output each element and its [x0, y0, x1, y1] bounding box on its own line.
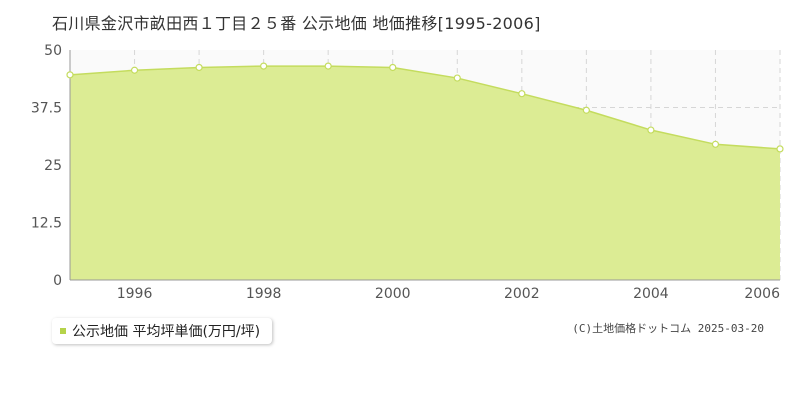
copyright-text: (C)土地価格ドットコム 2025-03-20 — [572, 322, 764, 335]
legend-label: 公示地価 平均坪単価(万円/坪) — [72, 324, 261, 340]
data-point-1995 — [66, 71, 74, 79]
x-tick-label-2: 2000 — [375, 286, 411, 302]
data-point-2005 — [711, 140, 720, 148]
y-tick-labels: 0 12.5 25 37.5 50 — [31, 43, 62, 289]
data-point-2004 — [647, 126, 655, 134]
y-tick-label-4: 50 — [44, 43, 62, 59]
series-area — [70, 66, 780, 280]
data-point-1999 — [324, 62, 332, 70]
x-tick-label-3: 2002 — [504, 286, 540, 302]
y-tick-label-2: 25 — [44, 158, 62, 174]
y-tick-label-3: 37.5 — [31, 101, 62, 117]
data-point-2001 — [453, 74, 461, 82]
x-tick-label-5: 2006 — [744, 286, 780, 302]
data-point-2003 — [582, 106, 590, 114]
series-points — [66, 62, 784, 153]
x-tick-label-1: 1998 — [246, 286, 282, 302]
series-line — [69, 65, 781, 150]
data-point-1996 — [130, 66, 139, 74]
x-tick-label-0: 1996 — [117, 286, 153, 302]
data-point-2002 — [518, 90, 526, 98]
x-tick-label-4: 2004 — [633, 286, 669, 302]
data-point-1997 — [195, 63, 203, 72]
data-point-1998 — [260, 62, 268, 70]
x-tick-labels: 1996 1998 2000 2002 2004 2006 — [117, 286, 780, 302]
data-point-2000 — [389, 63, 397, 72]
legend-swatch — [60, 328, 66, 334]
y-tick-label-0: 0 — [53, 273, 62, 289]
legend: 公示地価 平均坪単価(万円/坪) — [52, 318, 273, 344]
y-tick-label-1: 12.5 — [31, 216, 62, 232]
data-point-2006 — [776, 145, 784, 153]
chart-title: 石川県金沢市畝田西１丁目２５番 公示地価 地価推移[1995-2006] — [52, 14, 541, 33]
